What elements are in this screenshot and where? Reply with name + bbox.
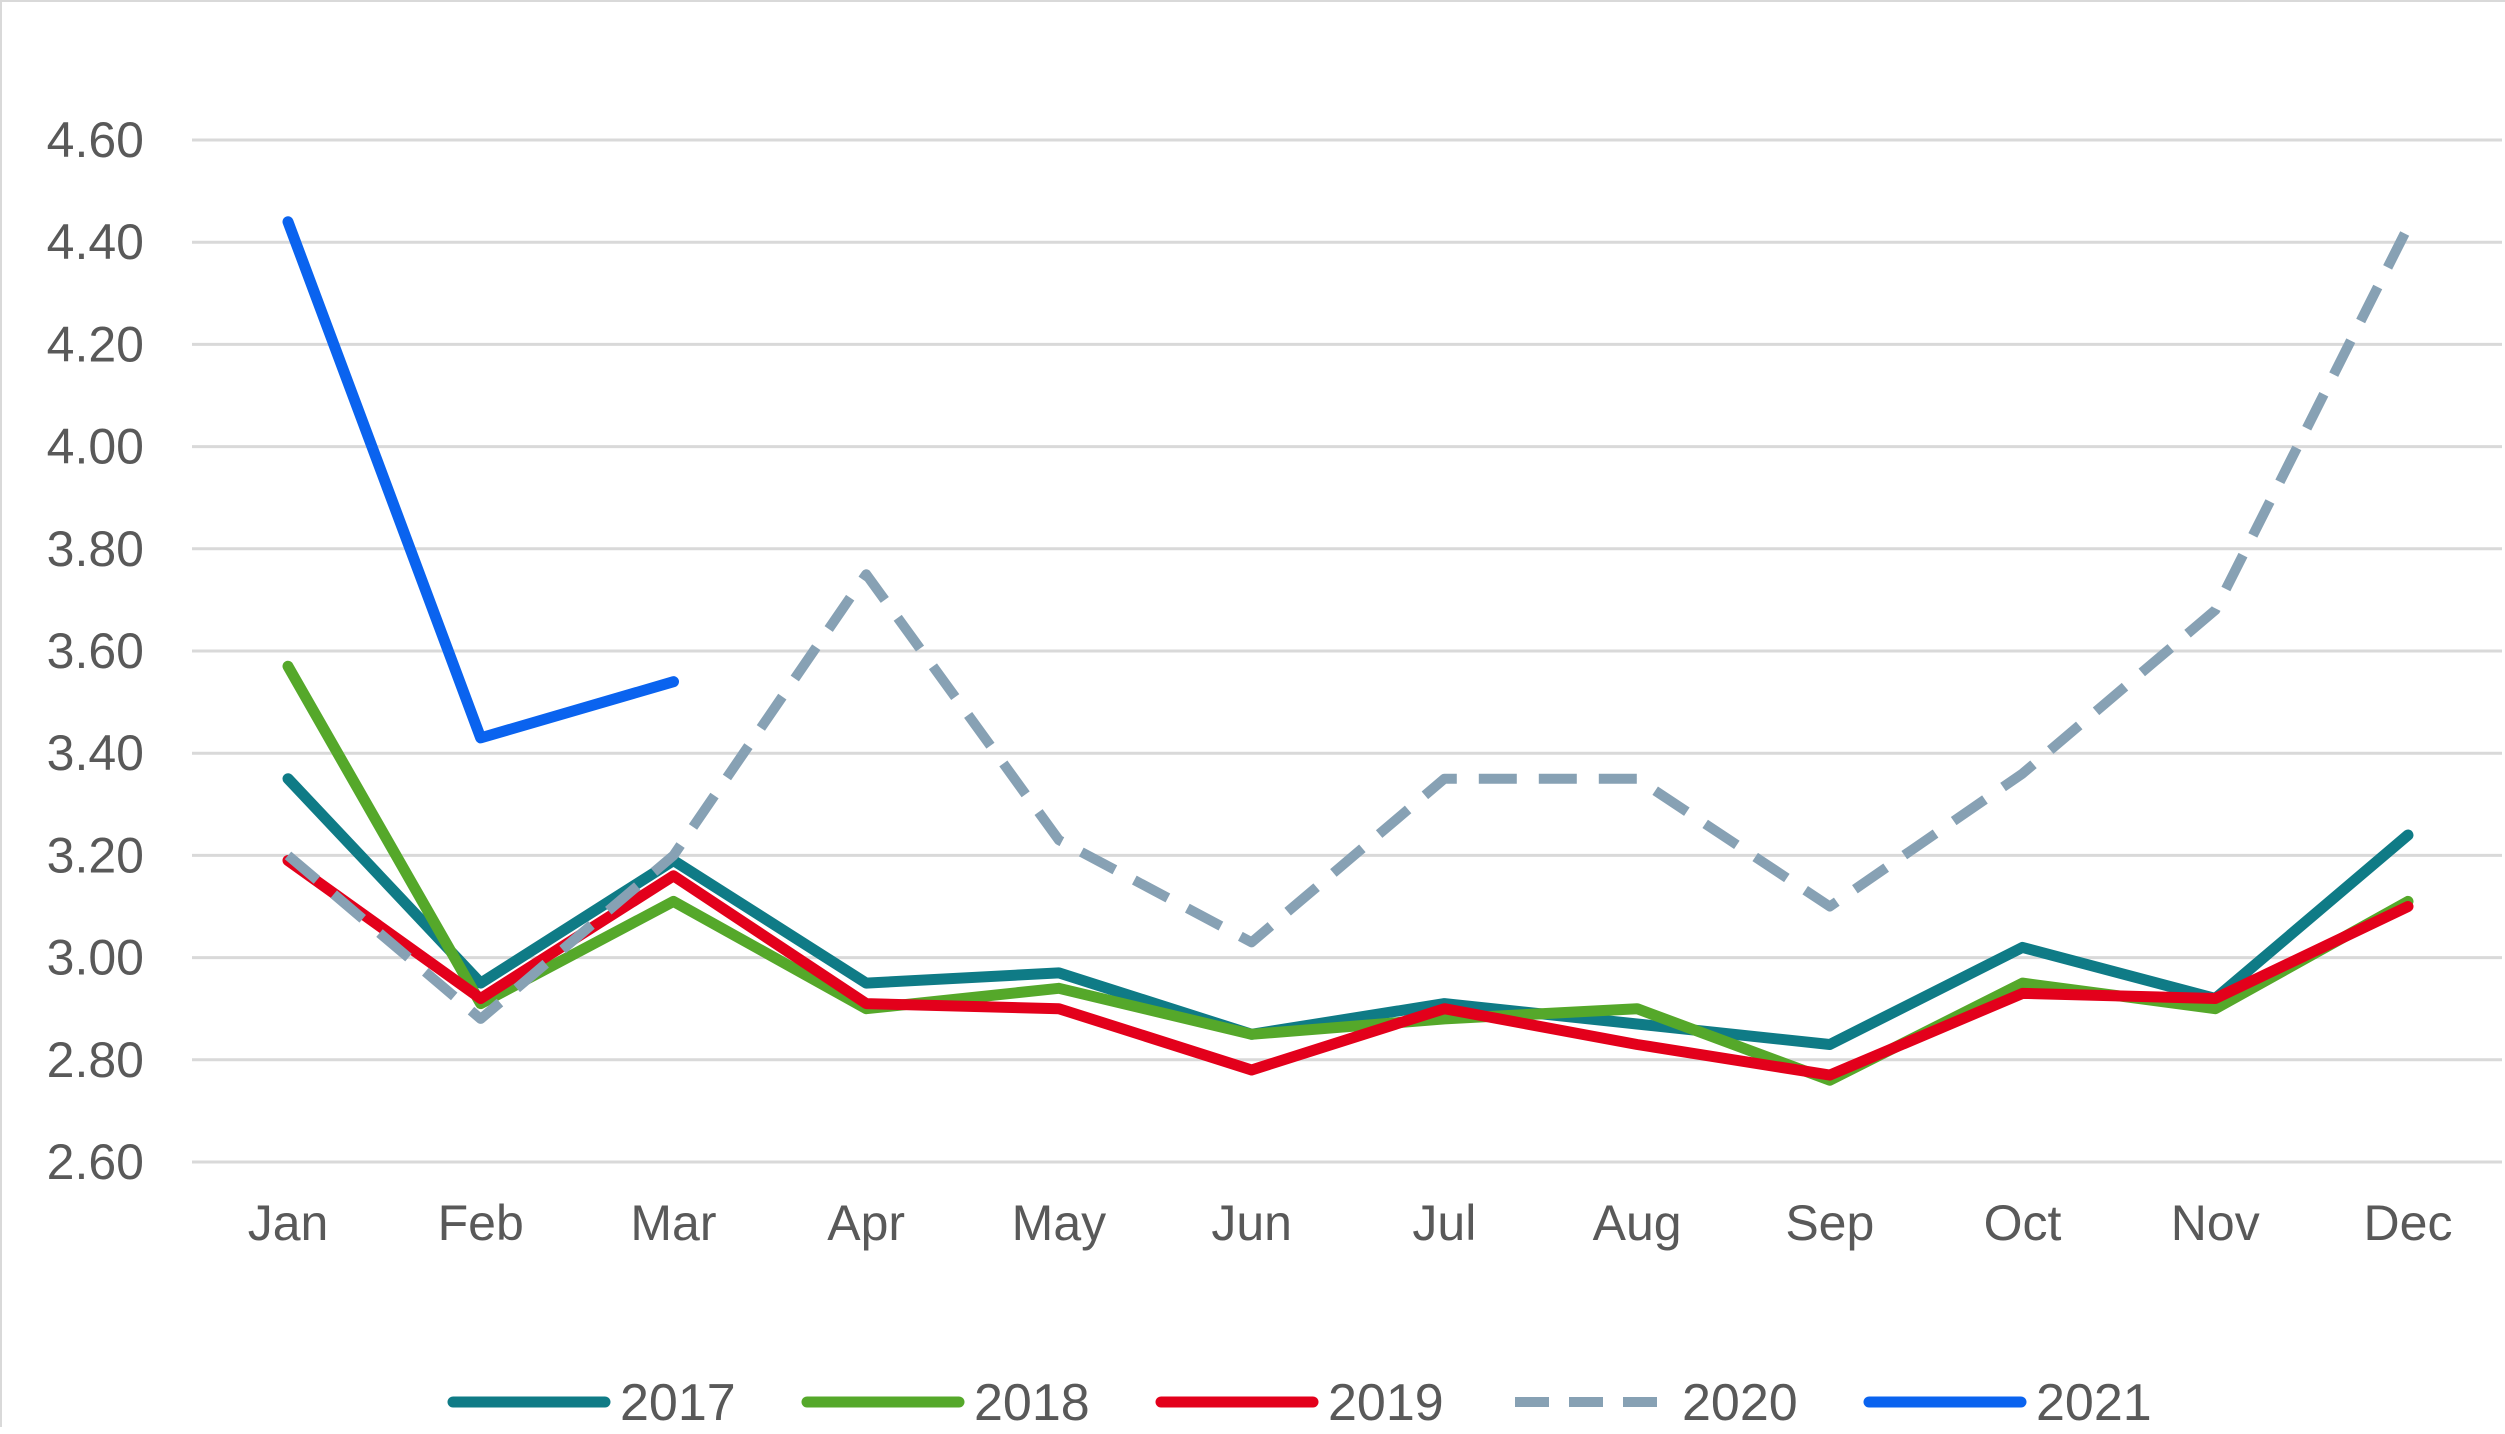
y-tick-label: 3.00 xyxy=(47,930,144,986)
legend-item-2020: 2020 xyxy=(1515,1374,1798,1429)
x-tick-label: Feb xyxy=(438,1195,524,1251)
x-tick-label: Mar xyxy=(630,1195,716,1251)
legend-label-2018: 2018 xyxy=(974,1374,1090,1429)
legend-item-2018: 2018 xyxy=(807,1374,1090,1429)
y-tick-label: 4.00 xyxy=(47,419,144,475)
x-tick-label: Jun xyxy=(1211,1195,1292,1251)
x-axis-ticks: Jan Feb Mar Apr May Jun Jul Aug Sep Oct Nov Dec xyxy=(248,1195,2453,1251)
y-tick-label: 3.60 xyxy=(47,623,144,679)
legend-item-2017: 2017 xyxy=(453,1374,736,1429)
y-axis-ticks: 2.60 2.80 3.00 3.20 3.40 3.60 3.80 4.00 4.20 4.40… xyxy=(47,112,144,1190)
y-tick-label: 2.60 xyxy=(47,1134,144,1190)
x-tick-label: May xyxy=(1012,1195,1106,1251)
legend: 2017 2018 2019 2020 2021 xyxy=(453,1374,2152,1429)
y-tick-label: 4.40 xyxy=(47,214,144,270)
x-tick-label: Apr xyxy=(827,1195,905,1251)
series-line-2017 xyxy=(288,779,2408,1045)
y-tick-label: 2.80 xyxy=(47,1032,144,1088)
gridlines xyxy=(192,140,2502,1162)
x-tick-label: Oct xyxy=(1984,1195,2062,1251)
y-tick-label: 4.20 xyxy=(47,316,144,372)
x-tick-label: Aug xyxy=(1593,1195,1682,1251)
x-tick-label: Jan xyxy=(248,1195,329,1251)
x-tick-label: Dec xyxy=(2364,1195,2453,1251)
x-tick-label: Nov xyxy=(2171,1195,2260,1251)
legend-label-2021: 2021 xyxy=(2036,1374,2152,1429)
x-tick-label: Sep xyxy=(1785,1195,1874,1251)
y-tick-label: 4.60 xyxy=(47,112,144,168)
x-tick-label: Jul xyxy=(1412,1195,1476,1251)
y-tick-label: 3.40 xyxy=(47,725,144,781)
series-line-2021 xyxy=(288,222,674,738)
y-tick-label: 3.20 xyxy=(47,827,144,883)
legend-label-2017: 2017 xyxy=(620,1374,736,1429)
legend-label-2019: 2019 xyxy=(1328,1374,1444,1429)
legend-label-2020: 2020 xyxy=(1682,1374,1798,1429)
legend-item-2019: 2019 xyxy=(1161,1374,1444,1429)
legend-item-2021: 2021 xyxy=(1869,1374,2152,1429)
y-tick-label: 3.80 xyxy=(47,521,144,577)
